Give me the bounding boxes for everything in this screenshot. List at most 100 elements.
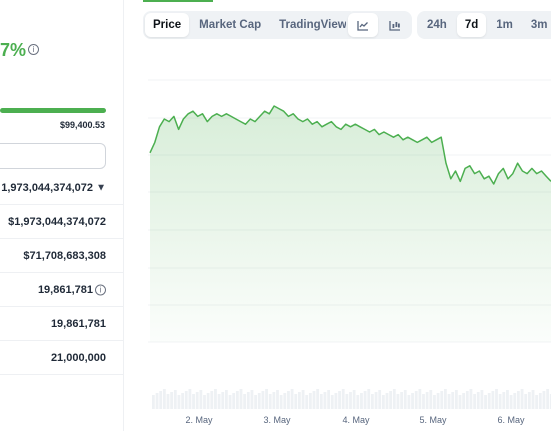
volume-bar	[166, 394, 170, 409]
x-axis-label: 3. May	[263, 415, 291, 425]
volume-bar	[298, 392, 301, 409]
volume-bar	[327, 390, 330, 409]
stat-row-volume: $71,708,683,308	[0, 239, 124, 273]
volume-bar	[462, 393, 466, 409]
volume-bar	[440, 391, 444, 409]
volume-bar	[418, 389, 422, 409]
volume-bar	[444, 389, 447, 409]
x-axis-labels: 2. May 3. May 4. May 5. May 6. May	[185, 415, 525, 425]
chart-type-tabs: Price Market Cap TradingView	[143, 11, 357, 39]
volume-bar	[509, 395, 513, 409]
volume-bar	[458, 395, 462, 409]
stat-row-fully-diluted: $1,973,044,374,072	[0, 205, 124, 239]
range-high-value: $99,400.53	[59, 120, 105, 130]
volume-bar	[484, 395, 487, 409]
volume-bar	[465, 391, 469, 409]
volume-bar	[506, 390, 509, 409]
range-24h[interactable]: 24h	[427, 19, 447, 31]
volume-bar	[447, 394, 451, 409]
volume-bar	[316, 389, 320, 409]
volume-bar	[480, 390, 484, 409]
volume-bar	[192, 394, 195, 409]
volume-bar	[334, 393, 338, 409]
volume-bar	[279, 395, 283, 409]
volume-bar	[184, 391, 188, 409]
volume-bar	[162, 389, 166, 409]
volume-bar	[155, 393, 159, 409]
stat-row-market-cap[interactable]: 1,973,044,374,072 ▼	[0, 171, 124, 205]
range-7d[interactable]: 7d	[456, 13, 487, 37]
tab-tradingview[interactable]: TradingView	[279, 19, 347, 31]
range-1m[interactable]: 1m	[496, 19, 513, 31]
volume-bar	[436, 393, 440, 409]
range-3m[interactable]: 3m	[530, 19, 548, 31]
volume-bar	[476, 392, 480, 409]
volume-bar	[203, 395, 206, 409]
stat-value: 21,000,000	[50, 351, 106, 364]
volume-bar	[235, 391, 239, 409]
volume-bar	[308, 393, 312, 409]
volume-bar	[214, 389, 217, 409]
volume-bar	[535, 395, 539, 409]
volume-bar	[159, 391, 163, 409]
tab-market-cap[interactable]: Market Cap	[199, 19, 262, 31]
volume-bar	[283, 393, 287, 409]
volume-bar	[301, 390, 305, 409]
volume-bar	[371, 394, 374, 409]
price-line	[149, 105, 551, 185]
volume-bar	[538, 393, 542, 409]
stat-row-circulating-supply: 19,861,781 i	[0, 273, 124, 307]
volume-bar	[396, 394, 400, 409]
volume-bar	[407, 395, 411, 409]
volume-bar	[341, 389, 345, 409]
volume-bar	[473, 394, 476, 409]
volume-bar	[352, 390, 356, 409]
volume-bar	[498, 394, 502, 409]
volume-bar	[542, 391, 546, 409]
volume-bar	[349, 392, 352, 409]
x-axis-label: 4. May	[342, 415, 370, 425]
candlestick-chart-icon	[389, 20, 400, 31]
volume-bar	[546, 389, 549, 409]
stat-row-max-supply: 21,000,000	[0, 341, 124, 375]
volume-bar	[195, 392, 199, 409]
volume-bar	[502, 392, 506, 409]
stat-value: $1,973,044,374,072	[8, 215, 106, 228]
volume-bar	[181, 393, 184, 409]
volume-bar	[261, 391, 265, 409]
volume-bar	[323, 392, 327, 409]
volume-bar	[338, 391, 341, 409]
price-change-percent: 7%	[0, 40, 27, 60]
volume-bar	[243, 394, 247, 409]
volume-bar	[524, 394, 528, 409]
stat-value: 19,861,781	[50, 317, 106, 330]
volume-bar	[425, 392, 429, 409]
line-chart-button[interactable]	[348, 13, 378, 37]
volume-bar	[152, 395, 155, 409]
tab-price[interactable]: Price	[145, 13, 190, 37]
volume-bar	[188, 389, 192, 409]
chart-style-tabs	[346, 11, 412, 39]
line-chart-icon	[357, 20, 368, 31]
volume-bar	[319, 394, 323, 409]
volume-bar	[173, 390, 177, 409]
chevron-down-icon[interactable]: ▼	[96, 182, 106, 193]
volume-bar	[454, 390, 458, 409]
volume-bar	[367, 389, 371, 409]
x-axis-label: 6. May	[497, 415, 525, 425]
volume-bar	[239, 389, 243, 409]
info-icon[interactable]: i	[95, 284, 106, 295]
volume-bar	[381, 395, 385, 409]
volume-bar	[254, 395, 257, 409]
candlestick-chart-button[interactable]	[380, 13, 410, 37]
price-range-bar	[0, 108, 106, 113]
volume-bar	[389, 391, 393, 409]
currency-converter-field[interactable]	[0, 143, 106, 169]
volume-bar	[385, 393, 389, 409]
volume-bar	[330, 395, 334, 409]
active-section-indicator	[143, 0, 213, 2]
info-icon[interactable]: i	[28, 44, 39, 55]
volume-bar	[487, 393, 491, 409]
volume-bar	[228, 395, 232, 409]
